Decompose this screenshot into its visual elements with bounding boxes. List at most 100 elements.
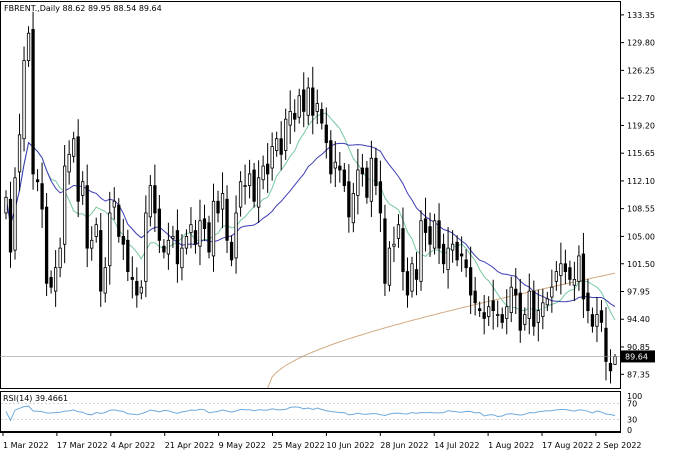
candle <box>126 229 130 282</box>
candle <box>428 212 432 257</box>
candle-body <box>90 239 94 249</box>
candle <box>518 278 522 343</box>
candle-body <box>225 198 229 241</box>
candle <box>396 214 401 248</box>
candle <box>595 296 599 343</box>
candle-body <box>347 181 351 218</box>
candle <box>320 102 324 130</box>
candle-body <box>8 198 13 253</box>
candle <box>491 279 495 330</box>
candle <box>306 77 310 125</box>
candle <box>342 162 346 192</box>
candle-body <box>581 253 586 300</box>
candle-body <box>419 220 423 282</box>
candle <box>297 88 301 124</box>
candle <box>76 119 80 218</box>
candle-body <box>130 277 134 280</box>
candle-body <box>247 173 252 187</box>
candle <box>387 241 392 292</box>
candle-body <box>266 163 270 175</box>
candle-body <box>40 183 44 210</box>
candle <box>85 164 89 268</box>
candle-body <box>85 185 89 249</box>
y-tick-label: 112.10 <box>627 177 655 186</box>
candle <box>590 307 595 333</box>
candle <box>211 183 216 272</box>
ma-slow-line <box>267 272 616 389</box>
candle <box>450 230 455 263</box>
y-tick-label: 87.35 <box>627 370 650 379</box>
candle-body <box>437 220 441 249</box>
candle <box>315 89 319 125</box>
candle-body <box>329 140 333 175</box>
candle-body <box>536 310 540 323</box>
candle <box>563 249 568 285</box>
candle-body <box>469 267 473 296</box>
candle <box>234 195 238 274</box>
candle-body <box>297 95 301 118</box>
candle-body <box>293 112 297 120</box>
candle-body <box>473 290 477 304</box>
x-tick-label: 28 Jun 2022 <box>380 441 428 450</box>
candle <box>31 11 35 190</box>
candle-body <box>509 286 513 313</box>
candle-body <box>464 259 468 269</box>
candle <box>459 236 464 272</box>
candle <box>360 153 365 187</box>
candle <box>135 267 139 308</box>
candle <box>572 261 577 302</box>
candle-body <box>414 269 419 280</box>
candle <box>121 218 125 261</box>
candle <box>202 204 207 242</box>
candle-body <box>175 230 180 265</box>
candle <box>148 175 152 227</box>
candle <box>157 195 162 253</box>
candle-body <box>541 302 545 317</box>
candle-body <box>13 177 17 251</box>
candle-body <box>577 255 581 282</box>
candle <box>432 213 437 255</box>
candle <box>527 273 531 335</box>
candle-body <box>35 179 40 183</box>
candle-body <box>103 267 107 294</box>
candle-body <box>410 263 414 292</box>
candle <box>293 99 297 132</box>
candle-body <box>17 134 22 173</box>
candle <box>288 90 292 145</box>
candle <box>17 113 22 191</box>
candle-body <box>514 288 518 296</box>
candle <box>545 291 549 312</box>
candle <box>405 257 410 308</box>
y-tick-label: 101.50 <box>627 260 655 269</box>
candle-body <box>563 263 568 272</box>
candle <box>44 193 49 296</box>
candle <box>103 257 107 303</box>
rsi-panel-frame <box>0 391 621 432</box>
candle-body <box>238 181 243 208</box>
y-tick-label: 115.65 <box>627 149 655 158</box>
candle-body <box>216 200 220 214</box>
candle-body <box>288 110 292 126</box>
x-tick-label: 4 Apr 2022 <box>111 441 155 450</box>
candle-body <box>279 138 283 155</box>
candle-body <box>166 239 171 255</box>
y-tick-label: 105.00 <box>627 232 655 241</box>
moving-averages <box>5 112 616 389</box>
candle-body <box>324 124 328 144</box>
candle-body <box>234 212 238 259</box>
candle <box>410 256 414 298</box>
candle-body <box>320 109 324 124</box>
candle-body <box>613 356 617 365</box>
y-tick-label: 97.95 <box>627 288 650 297</box>
candle <box>247 159 252 199</box>
ma-mid-line <box>5 141 616 308</box>
candle-body <box>595 314 599 327</box>
candle-body <box>306 87 310 116</box>
candle-body <box>148 185 152 218</box>
candle <box>130 256 134 299</box>
candle-body <box>220 193 225 210</box>
candle <box>279 121 283 171</box>
candle-body <box>572 278 577 286</box>
candle-body <box>455 241 459 261</box>
y-tick-label: 133.35 <box>627 11 655 20</box>
